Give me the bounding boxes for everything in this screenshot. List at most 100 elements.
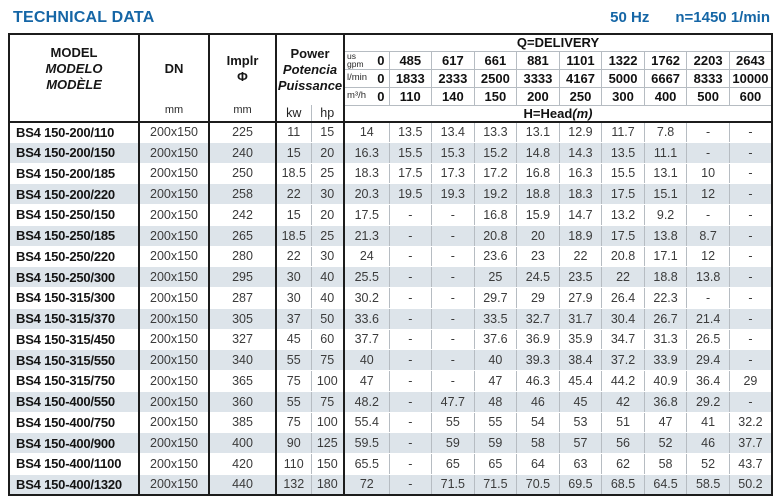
cell-head-value: 29.7	[474, 287, 518, 309]
delivery-header-value: 6667	[644, 68, 688, 87]
cell-head-value: 19.3	[431, 183, 475, 205]
cell-kw: 55	[276, 349, 312, 371]
cell-head-value: 37.7	[344, 329, 390, 351]
table-row: BS4 150-200/110 200x150 225 11 15 14 13.5 13.4 1…	[9, 121, 772, 143]
cell-implr: 420	[209, 453, 277, 475]
cell-model: BS4 150-200/220	[9, 183, 140, 205]
cell-head-value: -	[389, 287, 433, 309]
cell-head-value: 13.1	[644, 163, 688, 185]
cell-hp: 25	[311, 225, 346, 247]
cell-head-value: 18.3	[344, 163, 390, 185]
cell-hp: 20	[311, 204, 346, 226]
cell-dn: 200x150	[139, 287, 210, 309]
cell-head-value: 41	[686, 412, 730, 434]
cell-dn: 200x150	[139, 121, 210, 143]
cell-head-value: 15.5	[389, 142, 433, 164]
cell-implr: 385	[209, 412, 277, 434]
delivery-header-value: 3333	[516, 68, 560, 87]
cell-head-value: 52	[644, 432, 688, 454]
cell-head-value: 29.4	[686, 349, 730, 371]
cell-head-value: 17.5	[601, 183, 645, 205]
cell-kw: 75	[276, 412, 312, 434]
delivery-header-value: 1762	[644, 50, 688, 69]
technical-data-table: MODEL MODELO MODÈLE DN mm Implr Φ mm	[8, 33, 773, 496]
cell-implr: 365	[209, 370, 277, 392]
lmin-unit-cell: l/min 0	[344, 68, 390, 87]
cell-model: BS4 150-400/750	[9, 412, 140, 434]
cell-hp: 15	[311, 121, 346, 143]
table-row: BS4 150-315/370 200x150 305 37 50 33.6- -33.5 3…	[9, 308, 772, 330]
cell-head-value: 58.5	[686, 474, 730, 496]
cell-implr: 240	[209, 142, 277, 164]
cell-head-value: 33.6	[344, 308, 390, 330]
cell-head-value: 17.5	[344, 204, 390, 226]
delivery-header-value: 300	[601, 86, 645, 105]
cell-head-value: 17.3	[431, 163, 475, 185]
cell-hp: 50	[311, 308, 346, 330]
cell-head-value: 16.3	[559, 163, 603, 185]
cell-head-value: -	[729, 163, 772, 185]
impeller-unit-label: mm	[233, 103, 252, 116]
cell-kw: 132	[276, 474, 312, 496]
cell-kw: 55	[276, 391, 312, 413]
cell-head-value: 33.5	[474, 308, 518, 330]
cell-implr: 265	[209, 225, 277, 247]
cell-head-value: 31.3	[644, 329, 688, 351]
cell-head-value: 26.5	[686, 329, 730, 351]
cell-head-value: -	[389, 391, 433, 413]
cell-head-value: 47	[344, 370, 390, 392]
cell-head-value: 29	[516, 287, 560, 309]
delivery-header-value: 2500	[474, 68, 518, 87]
cell-head-value: -	[431, 370, 475, 392]
cell-hp: 30	[311, 183, 346, 205]
cell-head-value: 47	[474, 370, 518, 392]
cell-kw: 30	[276, 266, 312, 288]
cell-hp: 60	[311, 329, 346, 351]
cell-head-value: 48.2	[344, 391, 390, 413]
cell-dn: 200x150	[139, 204, 210, 226]
cell-implr: 280	[209, 246, 277, 268]
cell-head-value: 51	[601, 412, 645, 434]
cell-head-value: 22	[559, 246, 603, 268]
cell-head-value: -	[389, 432, 433, 454]
cell-head-value: 40	[474, 349, 518, 371]
cell-kw: 18.5	[276, 163, 312, 185]
cell-head-value: -	[729, 349, 772, 371]
table-row: BS4 150-250/185 200x150 265 18.5 25 21.3- -20.…	[9, 225, 772, 247]
cell-head-value: 27.9	[559, 287, 603, 309]
model-column-header: MODEL MODELO MODÈLE	[9, 34, 140, 123]
cell-dn: 200x150	[139, 308, 210, 330]
dn-unit-label: mm	[164, 103, 184, 116]
cell-head-value: -	[389, 225, 433, 247]
cell-head-value: 26.7	[644, 308, 688, 330]
cell-head-value: -	[729, 183, 772, 205]
lmin-unit-label: l/min	[347, 72, 368, 83]
top-bar: TECHNICAL DATA 50 Hz n=1450 1/min	[0, 0, 781, 33]
cell-dn: 200x150	[139, 142, 210, 164]
cell-head-value: -	[389, 349, 433, 371]
cell-head-value: -	[729, 246, 772, 268]
impeller-column-header: Implr Φ mm	[209, 34, 277, 123]
cell-head-value: 13.1	[516, 121, 560, 143]
delivery-header-value: 600	[729, 86, 772, 105]
cell-head-value: -	[431, 329, 475, 351]
cell-head-value: 46.3	[516, 370, 560, 392]
cell-hp: 75	[311, 391, 346, 413]
cell-head-value: 46	[516, 391, 560, 413]
cell-head-value: 17.2	[474, 163, 518, 185]
cell-head-value: 64.5	[644, 474, 688, 496]
cell-dn: 200x150	[139, 474, 210, 496]
delivery-header-value: 661	[474, 50, 518, 69]
cell-dn: 200x150	[139, 391, 210, 413]
delivery-header-value: 140	[431, 86, 475, 105]
cell-head-value: 19.5	[389, 183, 433, 205]
cell-hp: 100	[311, 412, 346, 434]
cell-head-value: -	[389, 474, 433, 496]
cell-head-value: 24.5	[516, 266, 560, 288]
cell-hp: 40	[311, 266, 346, 288]
cell-head-value: 53	[559, 412, 603, 434]
cell-head-value: 46	[686, 432, 730, 454]
cell-implr: 250	[209, 163, 277, 185]
cell-kw: 90	[276, 432, 312, 454]
table-row: BS4 150-250/300 200x150 295 30 40 25.5- -25 24.…	[9, 266, 772, 288]
